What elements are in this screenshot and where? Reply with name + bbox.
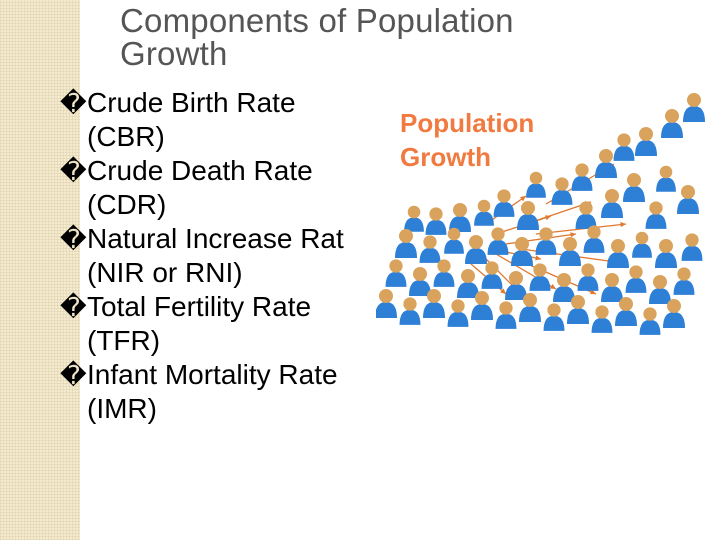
bullet-abbreviation: (CBR) — [87, 121, 165, 152]
person-icon — [615, 297, 637, 326]
bullet-item: � Natural Increase Rat (NIR or RNI) — [60, 222, 400, 290]
slide-title-line-2: Growth — [120, 35, 228, 72]
person-icon — [551, 177, 573, 205]
person-icon — [493, 189, 515, 217]
bullet-list: � Crude Birth Rate (CBR) � Crude Death R… — [60, 86, 400, 426]
person-icon — [655, 239, 677, 268]
bullet-abbreviation: (IMR) — [87, 393, 157, 424]
bullet-text: Infant Mortality Rate — [87, 359, 338, 390]
person-icon — [639, 307, 661, 335]
population-growth-graphic — [375, 93, 705, 335]
person-icon — [607, 239, 629, 268]
person-icon — [681, 233, 703, 261]
person-icon — [673, 267, 695, 295]
bullet-marker-icon: � — [60, 88, 87, 118]
person-icon — [419, 235, 441, 263]
bullet-text: Crude Birth Rate — [87, 87, 296, 118]
illustration-heading-line-2: Growth — [400, 142, 491, 172]
person-icon — [583, 225, 605, 253]
person-icon — [543, 303, 565, 331]
person-icon — [661, 109, 683, 138]
people-icons — [375, 93, 705, 335]
bullet-text: Crude Death Rate — [87, 155, 313, 186]
person-icon — [433, 259, 455, 287]
person-icon — [575, 201, 597, 229]
person-icon — [395, 229, 417, 258]
bullet-text: Total Fertility Rate — [87, 291, 312, 322]
person-icon — [495, 301, 517, 329]
person-icon — [375, 289, 397, 318]
person-icon — [474, 199, 494, 226]
person-icon — [457, 269, 479, 298]
person-icon — [404, 205, 424, 232]
bullet-abbreviation: (NIR or RNI) — [87, 257, 243, 288]
person-icon — [449, 203, 471, 232]
person-icon — [465, 235, 487, 264]
person-icon — [505, 271, 527, 300]
person-icon — [567, 295, 589, 324]
person-icon — [632, 231, 652, 258]
person-icon — [591, 305, 613, 333]
person-icon — [517, 201, 539, 230]
bullet-marker-icon: � — [60, 224, 87, 254]
decorative-side-strip — [0, 0, 80, 540]
bullet-marker-icon: � — [60, 360, 87, 390]
person-icon — [481, 261, 503, 289]
person-icon — [423, 289, 445, 318]
bullet-item: � Infant Mortality Rate (IMR) — [60, 358, 400, 426]
person-icon — [595, 149, 617, 178]
person-icon — [645, 201, 667, 229]
bullet-abbreviation: (CDR) — [87, 189, 167, 220]
person-icon — [683, 93, 705, 122]
population-growth-illustration: Population Growth — [375, 84, 712, 346]
person-icon — [526, 171, 546, 198]
person-icon — [601, 273, 623, 302]
person-icon — [511, 237, 533, 266]
person-icon — [625, 265, 647, 293]
person-icon — [529, 263, 551, 291]
bullet-item: � Crude Death Rate (CDR) — [60, 154, 400, 222]
person-icon — [535, 227, 557, 255]
person-icon — [425, 207, 447, 235]
person-icon — [385, 259, 407, 287]
person-icon — [559, 237, 581, 266]
person-icon — [399, 297, 421, 325]
bullet-text: Natural Increase Rat — [87, 223, 344, 254]
bullet-marker-icon: � — [60, 156, 87, 186]
slide-title: Components of Population Growth — [120, 4, 600, 70]
person-icon — [447, 299, 469, 327]
person-icon — [601, 189, 623, 218]
person-icon — [623, 173, 645, 202]
person-icon — [613, 133, 635, 161]
person-icon — [571, 163, 593, 191]
illustration-heading: Population Growth — [400, 106, 534, 174]
person-icon — [519, 293, 541, 322]
person-icon — [553, 273, 575, 302]
person-icon — [649, 275, 671, 304]
person-icon — [444, 227, 464, 254]
person-icon — [487, 227, 509, 255]
person-icon — [577, 263, 599, 291]
person-icon — [677, 185, 699, 214]
bullet-item: � Total Fertility Rate (TFR) — [60, 290, 400, 358]
person-icon — [409, 267, 431, 296]
person-icon — [471, 291, 493, 320]
illustration-heading-line-1: Population — [400, 108, 535, 138]
bullet-abbreviation: (TFR) — [87, 325, 161, 356]
bullet-item: � Crude Birth Rate (CBR) — [60, 86, 400, 154]
person-icon — [663, 299, 685, 328]
person-icon — [656, 165, 676, 192]
bullet-marker-icon: � — [60, 292, 87, 322]
slide-title-line-1: Components of Population — [120, 2, 514, 39]
person-icon — [635, 127, 657, 156]
